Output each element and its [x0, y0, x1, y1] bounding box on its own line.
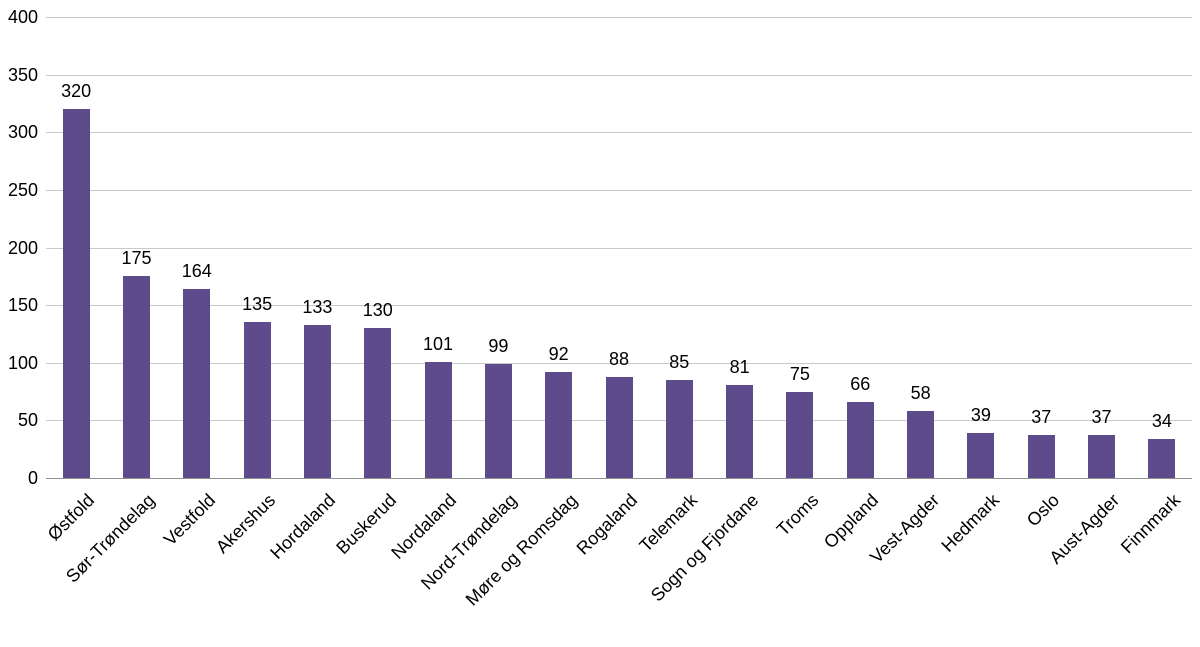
gridline — [46, 132, 1192, 134]
bar-value-label: 37 — [1031, 407, 1052, 428]
x-axis-label: Rogaland — [572, 490, 642, 559]
y-axis-tick-label: 300 — [7, 122, 38, 143]
x-axis-label: Vestfold — [159, 490, 219, 550]
gridline — [46, 362, 1192, 364]
x-axis-label: Hedmark — [937, 490, 1004, 556]
bar-value-label: 85 — [669, 352, 690, 373]
bar — [62, 109, 90, 478]
y-axis-tick-label: 100 — [7, 352, 38, 373]
bar-value-label: 34 — [1151, 410, 1172, 431]
bar — [183, 289, 211, 478]
x-axis-line — [46, 478, 1192, 479]
bar — [665, 380, 693, 478]
bar-value-label: 39 — [970, 405, 991, 426]
bar — [484, 363, 512, 478]
bar-value-label: 164 — [181, 261, 212, 281]
x-axis-label: Østfold — [43, 490, 99, 545]
bar-value-label: 92 — [548, 343, 569, 364]
gridline — [46, 189, 1192, 191]
x-axis-label: Troms — [772, 490, 823, 540]
bar-value-label: 88 — [608, 348, 630, 369]
y-axis-tick-label: 400 — [7, 7, 38, 27]
bar-value-label: 320 — [61, 81, 92, 102]
bar — [243, 322, 271, 478]
bar — [364, 328, 392, 478]
y-axis-tick-label: 200 — [7, 237, 38, 258]
bar-value-label: 135 — [242, 294, 273, 315]
bar — [545, 371, 573, 478]
gridline — [46, 17, 1192, 18]
bar — [1088, 435, 1116, 478]
bar — [605, 376, 633, 478]
y-axis-tick-label: 50 — [17, 410, 38, 431]
gridline — [46, 247, 1192, 249]
x-axis-label: Oppland — [820, 490, 883, 553]
bar — [907, 411, 935, 478]
gridline — [46, 305, 1192, 307]
x-axis-label: Sogn og Fjordane — [646, 490, 762, 606]
bar-value-label: 81 — [729, 356, 750, 377]
x-axis-label: Hordaland — [266, 490, 340, 563]
y-axis-tick-label: 0 — [27, 468, 38, 488]
bar-value-label: 133 — [302, 296, 333, 317]
bar-value-label: 58 — [910, 383, 931, 404]
x-axis-label: Finnmark — [1116, 490, 1184, 558]
plot-area: 320 175 164 135 133 130 101 99 92 88 85 81 75 66 58 39 3… — [46, 17, 1192, 479]
bar-value-label: 66 — [850, 373, 871, 394]
bar — [424, 361, 452, 478]
y-axis-tick-label: 350 — [7, 64, 38, 85]
bar — [122, 276, 150, 478]
bar-value-label: 101 — [423, 333, 454, 354]
bar — [846, 401, 874, 478]
bar-value-label: 37 — [1091, 407, 1112, 428]
bar — [786, 391, 814, 478]
x-axis-label: Møre og Romsdag — [461, 490, 581, 610]
bar-value-label: 175 — [121, 248, 152, 269]
x-axis-label: Oslo — [1023, 490, 1064, 531]
gridline — [46, 74, 1192, 76]
bar — [1027, 435, 1055, 478]
bar-value-label: 99 — [488, 335, 509, 356]
bar-value-label: 75 — [789, 363, 810, 384]
y-axis-tick-label: 150 — [7, 295, 38, 316]
bar — [967, 433, 995, 478]
bar — [1148, 438, 1176, 478]
y-axis-tick-label: 250 — [7, 179, 38, 200]
bar-value-label: 130 — [362, 300, 393, 321]
bar — [303, 324, 331, 478]
bar — [726, 384, 754, 478]
